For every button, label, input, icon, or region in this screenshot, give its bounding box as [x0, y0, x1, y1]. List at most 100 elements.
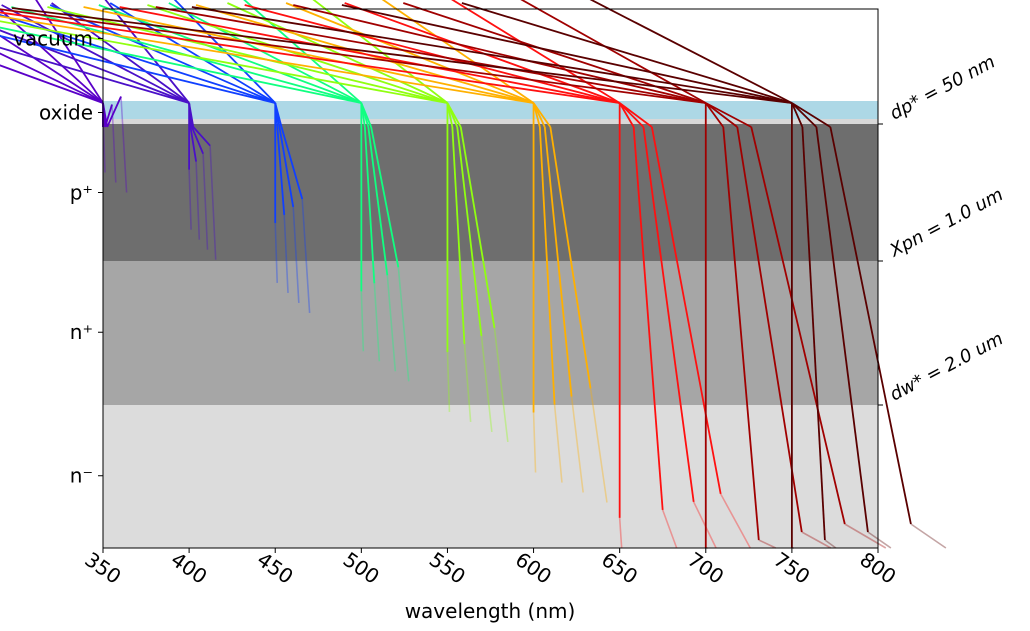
- transmitted-ray: [278, 126, 295, 208]
- x-tick-label: 750: [769, 547, 814, 589]
- refracted-ray: [274, 102, 283, 128]
- xpn-annotation: Xpn = 1.0 um: [886, 184, 1007, 262]
- transmitted-ray: [370, 126, 400, 268]
- incident-ray: [0, 13, 276, 104]
- layer-label-n-plus: n⁺: [70, 320, 93, 344]
- refracted-ray: [705, 102, 738, 128]
- transmitted-ray: [632, 126, 664, 510]
- transmitted-ray: [650, 126, 722, 495]
- refracted-ray: [791, 102, 804, 128]
- absorbed-ray: [758, 539, 777, 549]
- incident-ray: [0, 15, 534, 104]
- incident-ray: [155, 6, 706, 104]
- absorbed-ray: [910, 523, 947, 549]
- x-tick-label: 550: [425, 547, 470, 589]
- incident-ray: [0, 52, 104, 104]
- transmitted-ray: [543, 126, 573, 397]
- oxide-interface-line: [103, 119, 878, 124]
- incident-ray: [227, 2, 448, 104]
- refracted-ray: [705, 102, 725, 128]
- absorbed-ray: [801, 531, 832, 549]
- right-annotations: dp* = 50 nm Xpn = 1.0 um dw* = 2.0 um: [878, 51, 1007, 406]
- dw-annotation: dw* = 2.0 um: [886, 328, 1006, 405]
- absorbed-ray: [463, 343, 472, 423]
- incident-ray: [35, 0, 104, 104]
- absorbed-ray: [292, 206, 300, 303]
- absorbed-ray: [480, 335, 493, 433]
- transmitted-ray: [722, 126, 760, 541]
- ray-traces: [0, 0, 947, 549]
- refracted-ray: [705, 102, 752, 128]
- incident-ray: [119, 6, 620, 104]
- absorbed-ray: [386, 275, 397, 372]
- transmitted-ray: [367, 126, 389, 276]
- incident-ray: [285, 2, 534, 104]
- ray-series-600: [0, 0, 608, 503]
- absorbed-ray: [209, 145, 217, 260]
- transmitted-ray: [815, 126, 869, 533]
- transmitted-ray: [642, 126, 695, 503]
- refracted-ray: [791, 102, 831, 128]
- absorbed-ray: [274, 222, 279, 283]
- incident-ray: [0, 34, 104, 104]
- x-tick-label: 450: [253, 547, 298, 589]
- plot-frame: [102, 8, 879, 549]
- incident-ray: [47, 6, 448, 104]
- incident-ray: [0, 46, 190, 104]
- x-tick-label: 350: [80, 547, 125, 589]
- transmitted-ray: [549, 126, 592, 389]
- absorbed-ray: [120, 96, 128, 193]
- layer-label-vacuum: vacuum: [13, 26, 93, 50]
- incident-ray: [0, 29, 190, 104]
- layer-p-plus: [103, 124, 878, 261]
- absorbed-ray: [360, 291, 365, 352]
- refracted-ray: [619, 102, 653, 128]
- x-tick-label: 800: [855, 547, 900, 589]
- absorbed-ray: [618, 517, 623, 549]
- absorbed-ray: [589, 388, 608, 503]
- incident-ray: [11, 7, 792, 104]
- transmitted-ray: [451, 126, 466, 344]
- x-tick-label: 650: [597, 547, 642, 589]
- absorbed-ray: [719, 493, 751, 549]
- incident-ray: [589, 0, 793, 104]
- incident-ray: [244, 4, 620, 104]
- layer-n-plus: [103, 261, 878, 405]
- absorbed-ray: [446, 351, 451, 412]
- ray-series-650: [0, 0, 751, 549]
- absorbed-ray: [202, 153, 209, 250]
- layer-labels: vacuum oxide p⁺ n⁺ n⁻: [13, 26, 103, 488]
- transmitted-ray: [456, 126, 483, 337]
- absorbed-ray: [111, 104, 117, 183]
- transmitted-ray: [189, 126, 197, 162]
- incident-ray: [461, 2, 793, 104]
- absorbed-ray: [188, 169, 192, 230]
- incident-ray: [168, 2, 362, 104]
- absorbed-ray: [195, 161, 201, 240]
- transmitted-ray: [801, 126, 826, 541]
- transmitted-ray: [191, 126, 204, 155]
- x-axis-label: wavelength (nm): [405, 599, 576, 623]
- absorbed-ray: [692, 501, 717, 549]
- refracted-ray: [791, 102, 818, 128]
- absorbed-ray: [553, 404, 563, 483]
- dp-annotation: dp* = 50 nm: [886, 51, 998, 124]
- transmitted-ray: [106, 96, 122, 128]
- x-tick-label: 500: [339, 547, 384, 589]
- incident-ray: [191, 6, 793, 104]
- incident-ray: [0, 64, 104, 104]
- transmitted-ray: [829, 126, 912, 525]
- ray-series-700: [0, 0, 887, 549]
- transmitted-ray: [363, 126, 376, 284]
- refracted-ray: [102, 102, 109, 128]
- x-axis-ticks: 350 400 450 500 550 600 650 700 750 800: [80, 547, 900, 589]
- absorbed-ray: [301, 198, 311, 313]
- refracted-ray: [360, 102, 372, 128]
- refracted-ray: [446, 102, 462, 128]
- x-tick-label: 400: [167, 547, 212, 589]
- layer-label-n-minus: n⁻: [70, 464, 93, 488]
- incident-ray: [0, 8, 706, 104]
- transmitted-ray: [192, 126, 211, 147]
- x-tick-label: 700: [683, 547, 728, 589]
